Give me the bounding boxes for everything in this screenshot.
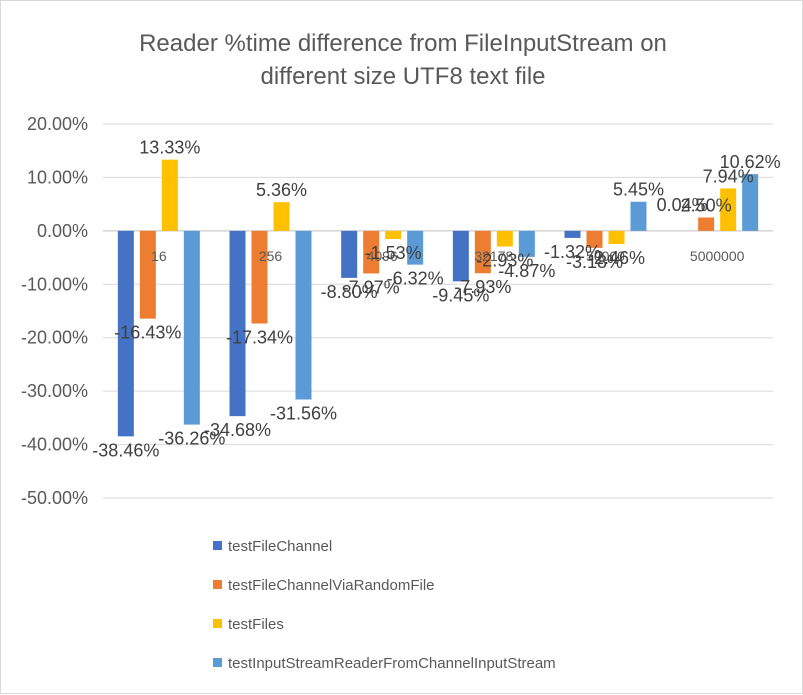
legend: testFileChannel testFileChannelViaRandomF… [213, 538, 556, 672]
y-tick-label: 10.00% [27, 167, 88, 187]
data-label: -16.43% [114, 323, 181, 343]
category-labels: 16 256 4096 32178 50000 5000000 [151, 248, 745, 264]
data-label-extra: 0.04% [657, 195, 708, 215]
y-tick-label: -50.00% [21, 488, 88, 508]
legend-label: testFileChannel [228, 538, 332, 555]
data-label: -17.34% [226, 328, 293, 348]
y-tick-label: 0.00% [37, 221, 88, 241]
legend-label: testFiles [228, 616, 284, 633]
data-label: -1.53% [365, 243, 422, 263]
bar-testFiles-32178 [496, 230, 513, 247]
bar-testFileChannelViaRandomFile-32178 [474, 230, 491, 274]
bar-testInputStreamReaderFromChannelInputStream-256 [295, 230, 312, 400]
legend-label: testInputStreamReaderFromChannelInputStr… [228, 655, 556, 672]
data-label: -34.68% [204, 420, 271, 440]
data-label: 5.45% [613, 180, 664, 200]
data-label: 2.50% [681, 196, 732, 216]
bar-testFiles-5000000 [720, 188, 737, 231]
legend-swatch [213, 619, 222, 628]
bar-testFileChannelViaRandomFile-5000000 [698, 217, 715, 231]
bar-testFileChannelViaRandomFile-4096 [363, 230, 380, 274]
data-label: -2.93% [476, 251, 533, 271]
data-label: 10.62% [720, 152, 781, 172]
bar-testInputStreamReaderFromChannelInputStream-5000000 [742, 174, 759, 231]
data-label: -9.45% [432, 285, 489, 305]
bar-testFiles-16 [161, 159, 178, 231]
data-label: -8.80% [321, 282, 378, 302]
bar-testFileChannel-32178 [452, 230, 469, 282]
y-tick-label: -20.00% [21, 328, 88, 348]
bar-testFileChannelViaRandomFile-50000 [586, 230, 603, 248]
data-labels: -38.46% -34.68% -8.80% -9.45% -1.32% -16.43% -… [92, 138, 780, 461]
y-tick-label: -40.00% [21, 435, 88, 455]
bar-testFileChannel-50000 [564, 230, 581, 238]
data-label: -31.56% [270, 403, 337, 423]
legend-swatch [213, 541, 222, 550]
bar-testFiles-4096 [385, 230, 402, 240]
bar-testInputStreamReaderFromChannelInputStream-50000 [630, 201, 647, 231]
category-label: 256 [259, 248, 283, 264]
chart-title-line-2: different size UTF8 text file [261, 63, 546, 90]
data-label: -1.32% [544, 242, 601, 262]
y-tick-label: 20.00% [27, 114, 88, 134]
data-label: 13.33% [139, 138, 200, 158]
y-axis-ticks: 20.00% 10.00% 0.00% -10.00% -20.00% -30.00% -4… [21, 114, 88, 508]
data-label: 5.36% [256, 180, 307, 200]
data-label: -3.18% [566, 252, 623, 272]
bar-testFileChannelViaRandomFile-16 [139, 230, 156, 319]
data-label: -38.46% [92, 440, 159, 460]
category-label: 50000 [586, 248, 625, 264]
legend-swatch [213, 580, 222, 589]
category-label: 4096 [367, 248, 398, 264]
data-label: -7.97% [343, 277, 400, 297]
bar-testFileChannel-4096 [341, 230, 358, 278]
data-label: -6.32% [387, 269, 444, 289]
category-label: 32178 [474, 248, 513, 264]
data-label: -4.87% [498, 261, 555, 281]
bar-testInputStreamReaderFromChannelInputStream-16 [183, 230, 200, 425]
legend-swatch [213, 658, 222, 667]
bar-testFileChannelViaRandomFile-256 [251, 230, 268, 324]
bar-testInputStreamReaderFromChannelInputStream-32178 [518, 230, 535, 257]
category-label: 16 [151, 248, 167, 264]
y-tick-label: -10.00% [21, 274, 88, 294]
bar-testFiles-256 [273, 202, 290, 231]
data-label: -36.26% [158, 429, 225, 449]
data-label: -2.46% [588, 248, 645, 268]
y-tick-label: -30.00% [21, 381, 88, 401]
chart-title-line-1: Reader %time difference from FileInputSt… [139, 30, 667, 57]
data-label: 7.94% [703, 166, 754, 186]
data-label: -7.93% [454, 277, 511, 297]
bar-testFiles-50000 [608, 230, 625, 245]
bar-testFileChannel-16 [117, 230, 134, 437]
legend-label: testFileChannelViaRandomFile [228, 577, 435, 594]
bars [117, 159, 759, 437]
gridlines [103, 123, 773, 499]
category-label: 5000000 [690, 248, 745, 264]
bar-testFileChannel-256 [229, 230, 246, 417]
bar-testInputStreamReaderFromChannelInputStream-4096 [407, 230, 424, 265]
